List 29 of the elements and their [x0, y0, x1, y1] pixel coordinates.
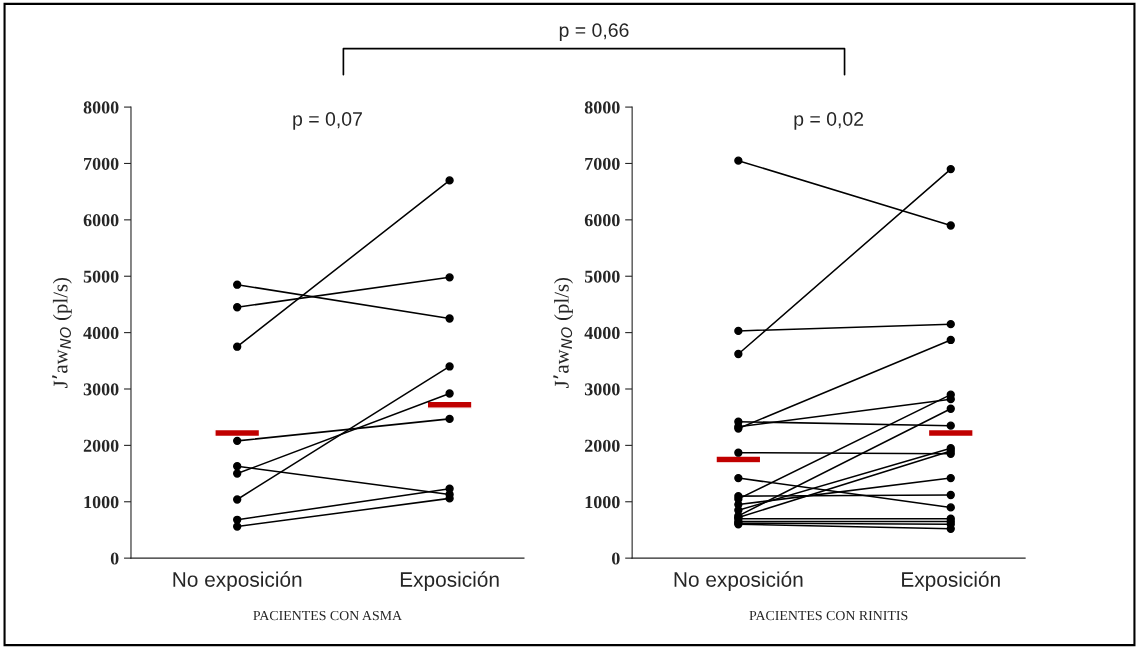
y-tick-label: 6000	[83, 214, 119, 227]
y-tick-label: 0	[110, 552, 119, 565]
y-tick-label: 2000	[83, 439, 119, 452]
y-tick-label: 5000	[584, 270, 620, 283]
y-tick-label: 4000	[83, 326, 119, 340]
y-tick-label: 0	[612, 552, 620, 565]
y-tick-label: 8000	[83, 101, 119, 114]
y-tick-label: 6000	[584, 214, 620, 227]
y-tick-label: 5000	[83, 270, 119, 283]
y-tick-label: 2000	[584, 439, 620, 452]
text: p = 0,66	[559, 23, 629, 41]
y-tick-label: 1000	[84, 496, 119, 509]
y-tick-label: 7000	[585, 157, 620, 170]
y-axis-title: J’aw$_{NO}$ (pl/s)	[52, 277, 72, 388]
x-axis-title: PACIENTES CON RINITIS	[749, 610, 908, 621]
x-tick-label: Exposición	[902, 571, 1000, 591]
y-tick-label: 4000	[584, 326, 620, 340]
x-axis-title: PACIENTES CON ASMA	[253, 610, 402, 621]
y-tick-label: 8000	[584, 101, 620, 114]
annotation: p = 0,02	[794, 112, 864, 130]
y-tick-label: 1000	[585, 496, 620, 509]
y-tick-label: 3000	[584, 383, 620, 396]
x-tick-label: No exposición	[674, 571, 803, 591]
x-tick-label: Exposición	[400, 571, 499, 591]
annotation: p = 0,07	[293, 112, 362, 130]
y-tick-label: 7000	[84, 157, 119, 170]
x-tick-label: No exposición	[173, 571, 302, 591]
y-axis-title: J’aw$_{NO}$ (pl/s)	[553, 277, 573, 388]
y-tick-label: 3000	[83, 383, 119, 396]
